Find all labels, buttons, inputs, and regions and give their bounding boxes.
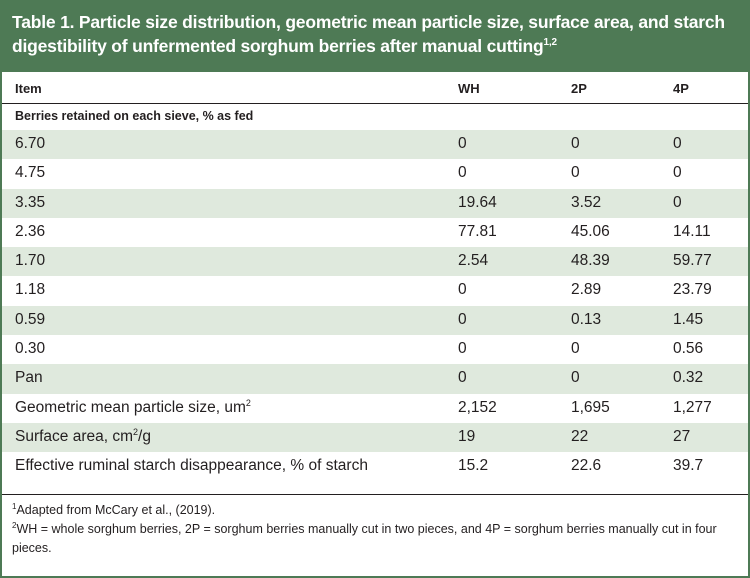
row-wh-value: 19 — [458, 427, 476, 445]
row-item: Geometric mean particle size, um2 — [15, 397, 251, 417]
table-row: 1.70 2.54 48.39 59.77 — [2, 247, 748, 277]
row-4p-value: 0.32 — [673, 369, 704, 387]
row-4p-value: 14.11 — [673, 222, 711, 240]
row-wh-value: 0 — [458, 281, 467, 299]
table-title: Table 1. Particle size distribution, geo… — [12, 10, 738, 58]
column-header-wh: WH — [458, 81, 480, 96]
row-wh-value: 0 — [458, 135, 467, 152]
row-4p-value: 39.7 — [673, 457, 704, 475]
row-2p-value: 48.39 — [571, 252, 610, 270]
row-wh-value: 77.81 — [458, 222, 497, 240]
table-title-text: Table 1. Particle size distribution, geo… — [12, 12, 725, 56]
table-row: 0.59 0 0.13 1.45 — [2, 305, 748, 336]
footnote-2: 2WH = whole sorghum berries, 2P = sorghu… — [12, 520, 742, 558]
row-item-text: Surface area, cm — [15, 427, 134, 445]
table-row: 0.30 0 0 0.56 — [2, 335, 748, 364]
row-2p-value: 1,695 — [571, 398, 610, 416]
row-item-text: Geometric mean particle size, um — [15, 398, 246, 416]
row-2p-value: 0 — [571, 340, 580, 358]
row-item: 0.59 — [15, 310, 46, 328]
row-item: 6.70 — [15, 135, 46, 152]
row-2p-value: 22 — [571, 427, 589, 445]
row-item-suffix: /g — [138, 427, 151, 445]
row-wh-value: 0 — [458, 310, 467, 328]
row-item: 3.35 — [15, 193, 46, 211]
footnote-1: 1Adapted from McCary et al., (2019). — [12, 501, 742, 520]
row-2p-value: 0 — [571, 135, 580, 152]
table-row: 3.35 19.64 3.52 0 — [2, 188, 748, 218]
row-item: 0.30 — [15, 340, 46, 358]
table-title-bar: Table 1. Particle size distribution, geo… — [2, 2, 748, 72]
row-wh-value: 15.2 — [458, 457, 489, 475]
table-title-superscript: 1,2 — [543, 37, 558, 49]
row-4p-value: 0 — [673, 164, 682, 182]
row-item-superscript: 2 — [245, 397, 251, 408]
table-body: 6.70 0 0 0 4.75 0 0 0 3.35 19.64 3.52 0 … — [2, 130, 748, 482]
table-row: 4.75 0 0 0 — [2, 159, 748, 188]
row-2p-value: 0.13 — [571, 310, 602, 328]
row-4p-value: 1,277 — [673, 398, 712, 416]
row-4p-value: 0 — [673, 135, 682, 152]
footnote-2-mark: 2 — [12, 520, 17, 530]
row-wh-value: 2.54 — [458, 252, 489, 270]
table-row: 1.18 0 2.89 23.79 — [2, 276, 748, 305]
section-heading-row: Berries retained on each sieve, % as fed — [2, 104, 748, 130]
row-item: 1.70 — [15, 252, 46, 270]
row-wh-value: 0 — [458, 164, 467, 182]
row-4p-value: 0.56 — [673, 340, 704, 358]
table-footnotes: 1Adapted from McCary et al., (2019). 2WH… — [12, 501, 742, 558]
table-row: Surface area, cm2/g 19 22 27 — [2, 422, 748, 453]
table-row: Geometric mean particle size, um2 2,152 … — [2, 394, 748, 423]
column-header-row: Item WH 2P 4P — [2, 72, 748, 104]
column-header-2p: 2P — [571, 81, 587, 96]
row-wh-value: 2,152 — [458, 398, 497, 416]
row-2p-value: 2.89 — [571, 281, 602, 299]
row-4p-value: 23.79 — [673, 281, 712, 299]
footnote-1-text: Adapted from McCary et al., (2019). — [16, 503, 216, 517]
table-bottom-rule — [2, 494, 748, 495]
table-row: Pan 0 0 0.32 — [2, 364, 748, 394]
row-item-superscript: 2 — [133, 426, 139, 437]
row-4p-value: 0 — [673, 193, 682, 211]
row-item: Surface area, cm2/g — [15, 426, 151, 446]
row-item: 4.75 — [15, 164, 46, 182]
row-item: 2.36 — [15, 222, 46, 240]
row-wh-value: 19.64 — [458, 193, 497, 211]
row-2p-value: 0 — [571, 164, 580, 182]
row-4p-value: 59.77 — [673, 252, 712, 270]
footnote-2-text: WH = whole sorghum berries, 2P = sorghum… — [12, 522, 717, 555]
row-wh-value: 0 — [458, 369, 467, 387]
column-header-4p: 4P — [673, 81, 689, 96]
row-2p-value: 0 — [571, 369, 580, 387]
row-item: 1.18 — [15, 281, 46, 299]
row-2p-value: 45.06 — [571, 222, 610, 240]
table-row: Effective ruminal starch disappearance, … — [2, 452, 748, 481]
row-4p-value: 1.45 — [673, 310, 704, 328]
row-item: Effective ruminal starch disappearance, … — [15, 457, 368, 475]
footnote-1-mark: 1 — [12, 501, 17, 511]
section-heading: Berries retained on each sieve, % as fed — [15, 109, 254, 123]
row-wh-value: 0 — [458, 340, 467, 358]
row-4p-value: 27 — [673, 427, 691, 445]
row-item: Pan — [15, 369, 43, 387]
row-2p-value: 22.6 — [571, 457, 602, 475]
table-row: 6.70 0 0 0 — [2, 130, 748, 160]
column-header-item: Item — [15, 81, 42, 96]
table-row: 2.36 77.81 45.06 14.11 — [2, 218, 748, 247]
row-2p-value: 3.52 — [571, 193, 602, 211]
